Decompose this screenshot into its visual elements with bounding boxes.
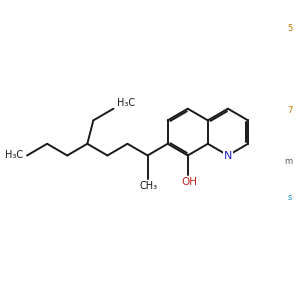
Text: N: N bbox=[224, 152, 232, 161]
Text: 7: 7 bbox=[287, 106, 292, 115]
Text: s: s bbox=[288, 193, 292, 202]
Text: H₃C: H₃C bbox=[117, 98, 136, 108]
Text: CH₃: CH₃ bbox=[140, 181, 158, 191]
Text: m: m bbox=[284, 158, 292, 166]
Text: 5: 5 bbox=[287, 24, 292, 33]
Text: H₃C: H₃C bbox=[5, 151, 23, 160]
Text: OH: OH bbox=[182, 177, 198, 188]
